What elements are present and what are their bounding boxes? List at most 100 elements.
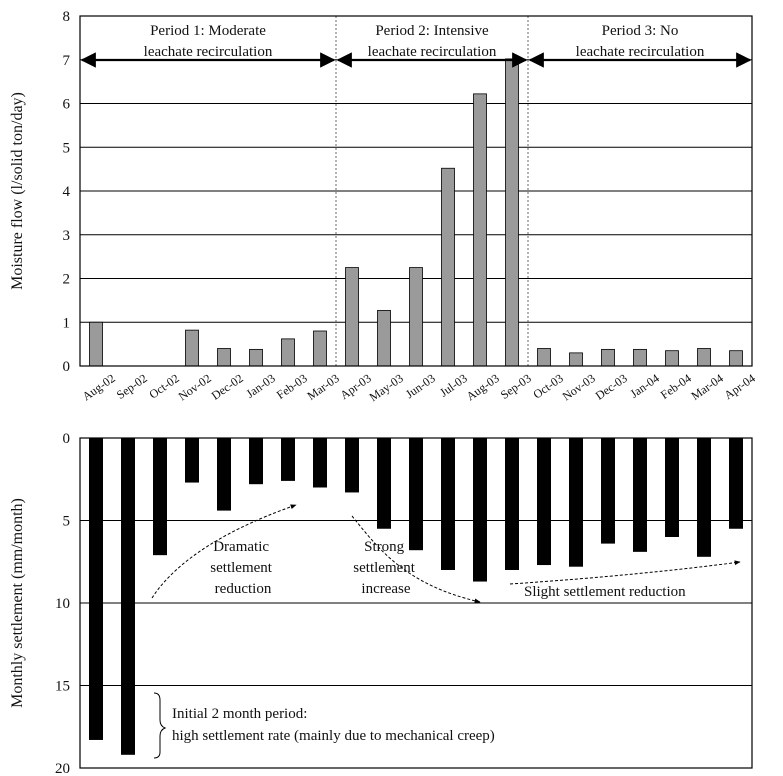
moisture-bar xyxy=(665,350,679,367)
settlement-bar xyxy=(345,438,359,493)
moisture-bar xyxy=(249,348,263,367)
settlement-y-tick-label: 5 xyxy=(63,514,71,530)
settlement-bar xyxy=(281,438,295,481)
moisture-bar xyxy=(441,167,455,367)
moisture-bar xyxy=(601,348,615,367)
moisture-x-tick-label: Jun-03 xyxy=(403,371,438,401)
settlement-bar xyxy=(185,438,199,483)
moisture-x-ticks: Aug-02Sep-02Oct-02Nov-02Dec-02Jan-03Feb-… xyxy=(80,371,758,404)
moisture-y-tick-label: 4 xyxy=(63,184,71,200)
moisture-x-tick-label: Dec-02 xyxy=(209,371,246,403)
settlement-bar xyxy=(633,438,647,552)
moisture-x-tick-label: Nov-02 xyxy=(176,371,214,404)
settlement-bar xyxy=(249,438,263,485)
moisture-x-tick-label: Aug-03 xyxy=(464,371,502,404)
settlement-plot-frame xyxy=(79,437,753,769)
strong-increase-arrow xyxy=(351,515,481,604)
settlement-bar xyxy=(697,438,711,557)
moisture-x-tick-label: Jan-04 xyxy=(627,371,661,401)
settlement-bar xyxy=(217,438,231,511)
moisture-bar xyxy=(569,352,583,367)
moisture-bar xyxy=(281,338,295,367)
moisture-bar xyxy=(633,348,647,367)
settlement-bar xyxy=(569,438,583,567)
dramatic-line-2: settlement xyxy=(210,560,272,576)
moisture-x-tick-label: Sep-02 xyxy=(114,371,150,402)
strong-annotation: Strong settlement increase xyxy=(353,539,418,597)
period-label-line-2: leachate recirculation xyxy=(144,44,273,60)
dramatic-reduction-arrow xyxy=(151,504,297,599)
moisture-x-tick-label: Mar-04 xyxy=(688,371,725,403)
dramatic-line-1: Dramatic xyxy=(213,539,269,555)
period-label-line-1: Period 2: Intensive xyxy=(375,23,489,39)
settlement-y-ticks: 0 5 10 15 20 xyxy=(55,431,70,776)
moisture-x-tick-label: Mar-03 xyxy=(304,371,341,403)
moisture-y-tick-label: 3 xyxy=(63,228,71,244)
moisture-x-tick-label: Aug-02 xyxy=(80,371,118,404)
moisture-bar xyxy=(409,267,423,367)
slight-annotation: Slight settlement reduction xyxy=(524,584,686,600)
settlement-bars xyxy=(89,438,743,755)
moisture-bar xyxy=(537,348,551,367)
settlement-bar xyxy=(313,438,327,488)
moisture-y-tick-label: 5 xyxy=(63,140,71,156)
moisture-y-tick-label: 7 xyxy=(63,53,71,69)
initial-period-brace xyxy=(153,692,167,759)
moisture-plot-frame xyxy=(79,15,753,367)
moisture-x-tick-label: Nov-03 xyxy=(560,371,598,404)
dramatic-annotation: Dramatic settlement reduction xyxy=(210,539,275,597)
settlement-bar xyxy=(121,438,135,755)
period-label-line-2: leachate recirculation xyxy=(368,44,497,60)
initial-annotation: Initial 2 month period: high settlement … xyxy=(172,706,495,744)
settlement-bar xyxy=(665,438,679,537)
settlement-chart: 0 5 10 15 20 Monthly settlement (mm/month) D… xyxy=(9,431,753,776)
moisture-y-tick-label: 6 xyxy=(63,97,71,113)
settlement-y-axis-label: Monthly settlement (mm/month) xyxy=(9,498,26,708)
settlement-bar xyxy=(89,438,103,740)
moisture-x-tick-label: May-03 xyxy=(367,371,406,404)
moisture-bars xyxy=(89,58,743,367)
moisture-y-tick-label: 2 xyxy=(63,272,71,288)
moisture-bar xyxy=(729,350,743,367)
settlement-y-tick-label: 15 xyxy=(55,679,70,695)
settlement-bar xyxy=(377,438,391,529)
period-labels: Period 1: Moderate leachate recirculation… xyxy=(144,23,705,60)
strong-line-2: settlement xyxy=(353,560,415,576)
moisture-bar xyxy=(89,321,103,367)
settlement-annotations: Dramatic settlement reduction Strong set… xyxy=(151,504,741,759)
moisture-x-tick-label: Dec-03 xyxy=(593,371,630,403)
settlement-bar xyxy=(473,438,487,582)
moisture-bar xyxy=(377,310,391,367)
moisture-bar xyxy=(185,329,199,367)
settlement-y-tick-label: 10 xyxy=(55,596,70,612)
moisture-bar xyxy=(473,93,487,367)
initial-line-1: Initial 2 month period: xyxy=(172,706,307,722)
strong-line-3: increase xyxy=(361,581,410,597)
settlement-y-tick-label: 20 xyxy=(55,761,70,776)
moisture-x-tick-label: Apr-04 xyxy=(721,371,757,402)
period-label-line-1: Period 1: Moderate xyxy=(150,23,266,39)
moisture-bar xyxy=(345,267,359,367)
slight-line-1: Slight settlement reduction xyxy=(524,584,686,600)
moisture-x-tick-label: Oct-02 xyxy=(146,371,181,402)
period-label-line-2: leachate recirculation xyxy=(576,44,705,60)
moisture-bar xyxy=(313,330,327,367)
moisture-x-tick-label: Sep-03 xyxy=(498,371,534,402)
moisture-x-tick-label: Apr-03 xyxy=(337,371,373,402)
strong-line-1: Strong xyxy=(364,539,405,555)
slight-reduction-arrow xyxy=(509,560,741,585)
settlement-bar xyxy=(441,438,455,570)
moisture-bar xyxy=(217,348,231,367)
moisture-y-axis-label: Moisture flow (l/solid ton/day) xyxy=(9,92,26,290)
moisture-bar xyxy=(697,348,711,367)
settlement-bar xyxy=(537,438,551,566)
settlement-bar xyxy=(729,438,743,529)
moisture-y-tick-label: 1 xyxy=(63,315,71,331)
initial-line-2: high settlement rate (mainly due to mech… xyxy=(172,728,495,744)
period-label-line-1: Period 3: No xyxy=(602,23,679,39)
moisture-bar xyxy=(505,58,519,367)
moisture-x-tick-label: Feb-03 xyxy=(274,371,310,402)
settlement-y-tick-label: 0 xyxy=(63,431,71,447)
moisture-flow-chart: 0 1 2 3 4 5 6 7 8 Aug-02Sep-02Oct-02Nov-02Dec-02… xyxy=(9,9,758,404)
